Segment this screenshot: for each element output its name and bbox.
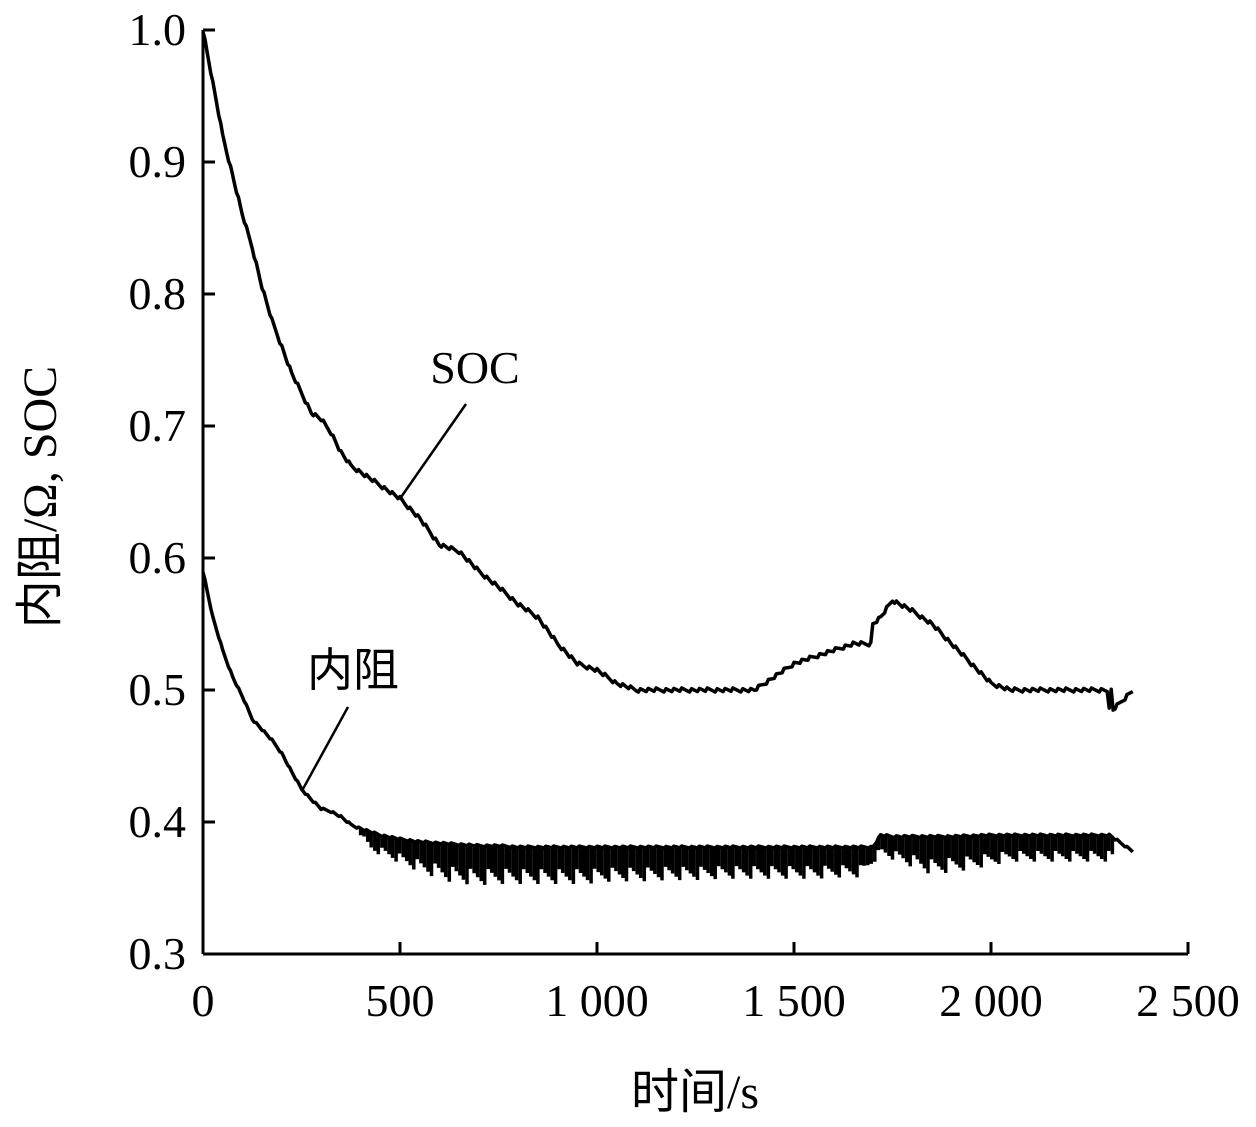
y-tick-label: 0.6 [129,532,187,583]
x-tick-label: 2 500 [1136,975,1240,1026]
y-tick-label: 0.5 [129,664,187,715]
annotation-leader-line [300,706,350,793]
x-tick-label: 1 000 [545,975,649,1026]
soc-series-line [201,31,1134,712]
annotation-label: 内阻 [307,645,399,696]
x-tick-label: 2 000 [939,975,1043,1026]
x-tick-label: 500 [366,975,435,1026]
internal-resistance-series-line [201,571,1135,885]
y-tick-label: 0.3 [129,928,187,979]
annotation-leader-line [398,403,468,500]
annotation-label: SOC [430,342,519,393]
y-tick-label: 1.0 [129,4,187,55]
x-axis-title: 时间/s [631,1066,759,1119]
x-tick-label: 0 [192,975,215,1026]
y-tick-label: 0.8 [129,268,187,319]
x-tick-label: 1 500 [742,975,846,1026]
y-axis-title: 内阻/Ω, SOC [14,366,67,628]
y-tick-label: 0.7 [129,400,187,451]
y-tick-label: 0.9 [129,136,187,187]
y-ticks: 0.3 0.4 0.5 0.6 0.7 0.8 0.9 1.0 [129,4,215,979]
x-ticks: 0 500 1 000 1 500 2 000 2 500 [192,942,1240,1026]
axes [201,30,1188,956]
annotations: SOC 内阻 [300,342,520,793]
y-tick-label: 0.4 [129,796,187,847]
plot-lines [201,31,1135,885]
